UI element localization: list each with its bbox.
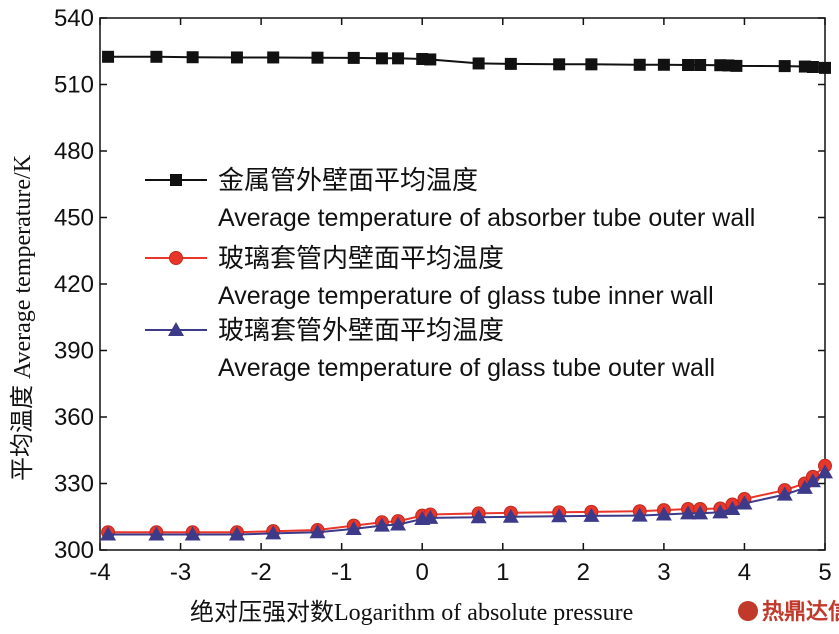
legend-label-cn: 玻璃套管内壁面平均温度 xyxy=(218,244,504,273)
data-point xyxy=(633,58,646,71)
legend-label-cn: 玻璃套管外壁面平均温度 xyxy=(218,316,504,345)
x-tick-label: 4 xyxy=(738,559,751,586)
data-point xyxy=(796,479,813,494)
data-point xyxy=(186,51,199,64)
data-point xyxy=(778,60,791,73)
data-point xyxy=(392,52,405,65)
x-tick-label: 0 xyxy=(416,559,429,586)
data-point xyxy=(102,50,115,63)
data-point xyxy=(230,51,243,64)
data-point xyxy=(714,59,727,72)
data-point xyxy=(655,506,672,521)
x-tick-label: -4 xyxy=(89,559,110,586)
y-tick-label: 390 xyxy=(54,338,94,365)
data-point xyxy=(504,57,517,70)
y-tick-label: 510 xyxy=(54,72,94,99)
data-point xyxy=(682,58,695,71)
x-tick-label: -1 xyxy=(331,559,352,586)
y-tick-label: 480 xyxy=(54,138,94,165)
watermark-text: 热鼎达信 xyxy=(762,599,839,624)
data-point xyxy=(265,525,282,540)
data-point xyxy=(148,526,165,541)
data-point xyxy=(712,504,729,519)
x-tick-label: 1 xyxy=(496,559,509,586)
data-point xyxy=(470,509,487,524)
data-point xyxy=(390,516,407,531)
data-point xyxy=(472,57,485,70)
data-point xyxy=(424,53,437,66)
legend-label-en: Average temperature of glass tube outer … xyxy=(218,354,715,382)
data-point xyxy=(680,505,697,520)
data-point xyxy=(184,526,201,541)
data-point xyxy=(267,51,280,64)
series-circle xyxy=(101,458,832,540)
data-point xyxy=(345,520,362,535)
x-tick-label: -2 xyxy=(250,559,271,586)
series-line xyxy=(108,465,826,534)
data-point xyxy=(806,60,819,73)
data-point xyxy=(553,58,566,71)
legend: 金属管外壁面平均温度 Average temperature of absorbe… xyxy=(145,166,755,382)
legend-label-en: Average temperature of glass tube inner … xyxy=(218,282,714,310)
data-point xyxy=(551,508,568,523)
watermark: 热鼎达信 xyxy=(738,599,839,624)
legend-marker-square-icon xyxy=(170,174,182,186)
data-point xyxy=(583,507,600,522)
data-point xyxy=(692,505,709,520)
legend-label-en: Average temperature of absorber tube out… xyxy=(218,204,755,232)
y-axis-ticks: 300 330 360 390 420 450 480 510 540 xyxy=(54,5,825,564)
data-point xyxy=(817,464,833,479)
y-tick-label: 360 xyxy=(54,404,94,431)
data-point xyxy=(502,508,519,523)
y-axis-label: 平均温度 Average temperature/K xyxy=(9,154,36,481)
y-tick-label: 540 xyxy=(54,5,94,32)
series-square xyxy=(102,50,831,74)
data-point xyxy=(228,526,245,541)
x-tick-label: 2 xyxy=(577,559,590,586)
y-tick-label: 450 xyxy=(54,205,94,232)
x-axis-label: 绝对压强对数Logarithm of absolute pressure xyxy=(190,599,633,626)
data-point xyxy=(309,524,326,539)
y-tick-label: 420 xyxy=(54,271,94,298)
data-point xyxy=(804,473,821,488)
data-point xyxy=(819,61,831,74)
data-point xyxy=(100,526,117,541)
series-layer xyxy=(100,50,833,541)
data-point xyxy=(631,507,648,522)
data-point xyxy=(585,58,598,71)
x-tick-label: -3 xyxy=(170,559,191,586)
series-triangle xyxy=(100,464,833,541)
data-point xyxy=(150,50,163,63)
y-tick-label: 300 xyxy=(54,537,94,564)
watermark-logo-icon xyxy=(738,601,758,621)
legend-marker-triangle-icon xyxy=(168,322,184,336)
data-point xyxy=(730,59,743,72)
x-tick-label: 3 xyxy=(657,559,670,586)
legend-marker-circle-icon xyxy=(169,251,183,265)
data-point xyxy=(375,52,388,65)
data-point xyxy=(657,58,670,71)
data-point xyxy=(694,58,707,71)
x-axis-ticks: -4 -3 -2 -1 0 1 2 3 4 5 xyxy=(89,18,832,586)
data-point xyxy=(373,517,390,532)
data-point xyxy=(416,53,429,66)
data-point xyxy=(422,509,439,524)
data-point xyxy=(347,51,360,64)
data-point xyxy=(776,486,793,501)
legend-label-cn: 金属管外壁面平均温度 xyxy=(218,166,478,195)
data-point xyxy=(311,51,324,64)
y-tick-label: 330 xyxy=(54,471,94,498)
x-tick-label: 5 xyxy=(818,559,831,586)
data-point xyxy=(736,495,753,510)
data-point xyxy=(724,500,741,515)
